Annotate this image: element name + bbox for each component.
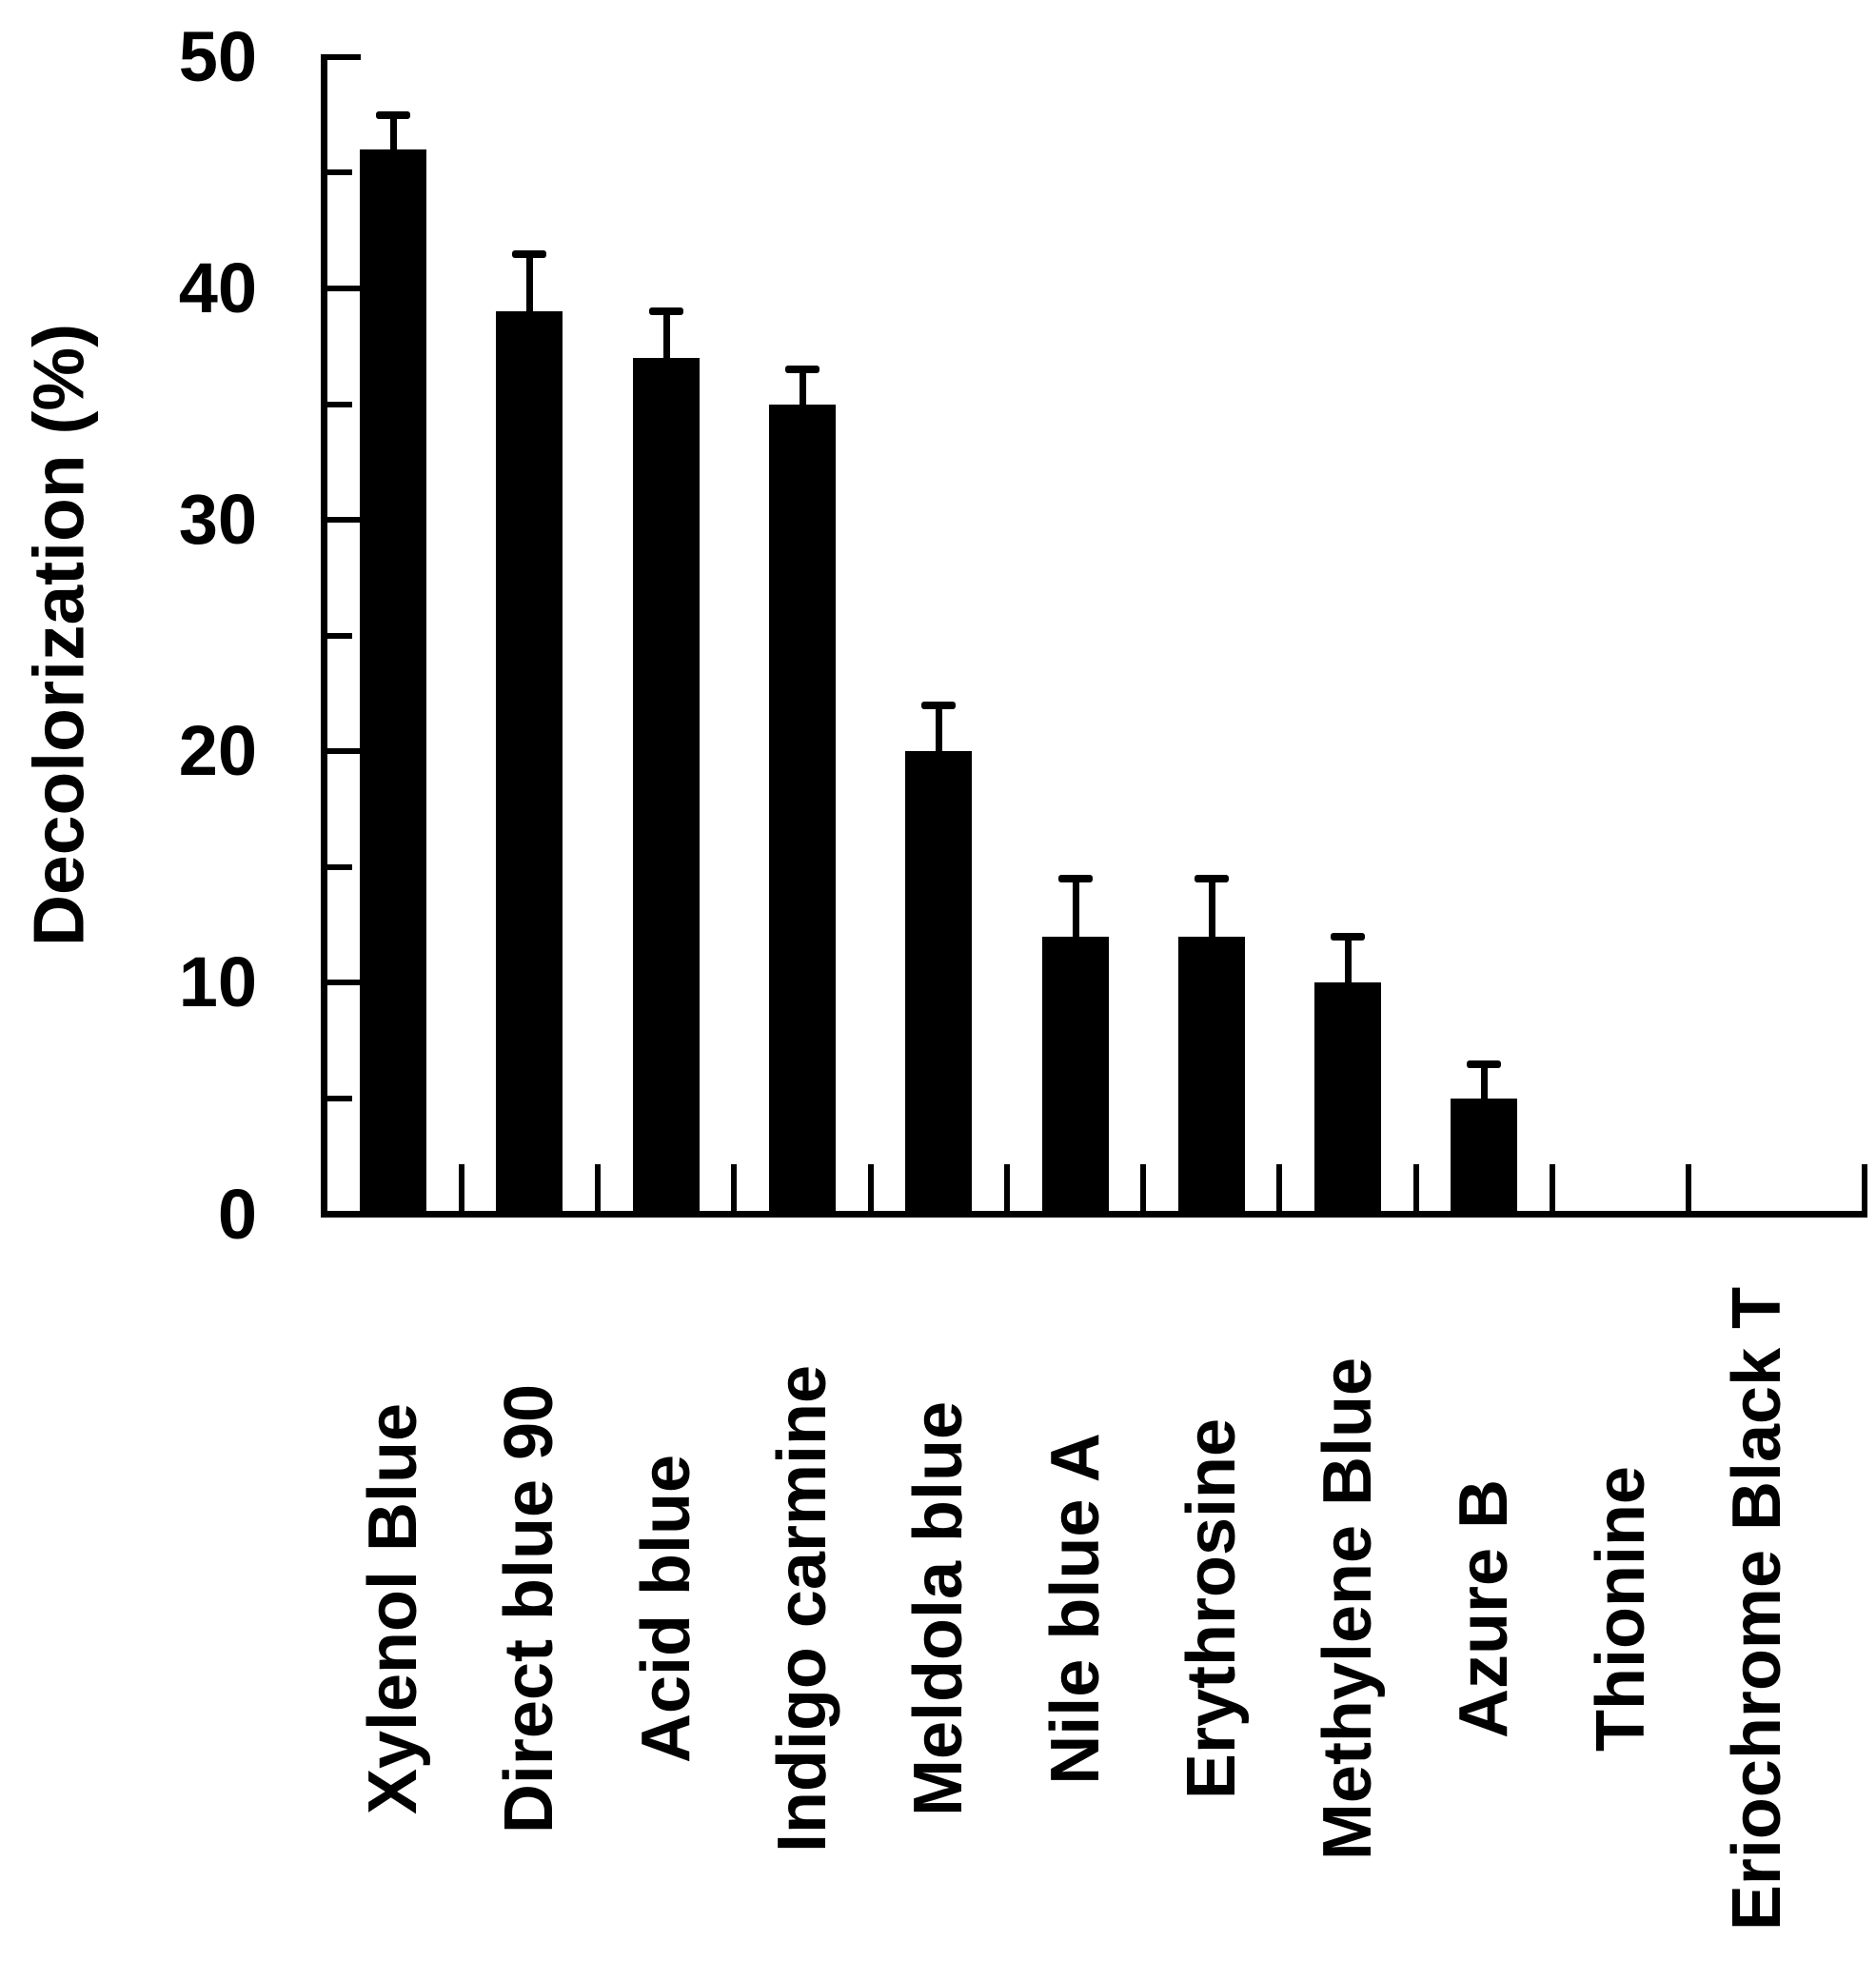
error-bar-cap [1194,875,1229,883]
y-minor-tick [326,169,352,176]
bar [1177,936,1245,1218]
y-minor-tick [326,632,352,639]
bar [360,149,426,1218]
bar [1041,936,1109,1218]
x-tick [867,1163,874,1215]
y-minor-tick [326,401,352,407]
x-tick [731,1163,738,1215]
bar [1314,982,1382,1218]
bar [1451,1099,1518,1218]
error-bar-cap [1467,1060,1502,1068]
y-major-tick [326,980,361,986]
error-bar-stem [662,311,670,360]
x-tick [1276,1163,1283,1215]
error-bar-cap [1331,932,1366,941]
y-major-tick [326,286,361,292]
bar [905,751,973,1218]
x-tick [1412,1163,1419,1215]
error-bar-cap [921,701,957,709]
x-tick [1003,1163,1010,1215]
x-category-label: Methylene Blue [1310,1357,1387,1861]
y-major-tick [326,748,361,755]
y-tick-label: 50 [178,16,257,96]
x-category-label: Erythrosine [1173,1417,1250,1800]
error-bar-stem [936,704,943,754]
y-tick-label: 0 [217,1174,257,1254]
error-bar-stem [390,114,397,152]
error-bar-cap [648,307,683,316]
y-tick-label: 10 [178,942,257,1022]
y-minor-tick [326,863,352,870]
x-category-label: Direct blue 90 [491,1383,568,1834]
y-major-tick [326,517,361,524]
error-bar-cap [512,249,547,258]
y-tick-label: 40 [178,248,257,328]
error-bar-stem [526,253,534,314]
x-tick [1140,1163,1147,1215]
y-minor-tick [326,1096,352,1102]
x-category-label: Indigo carmine [763,1364,840,1853]
y-axis-line [320,53,327,1218]
error-bar-stem [1345,936,1353,985]
x-tick [1686,1163,1692,1215]
bar [496,311,563,1218]
x-axis-end-tick [1862,1163,1867,1215]
error-bar-stem [1072,879,1079,939]
x-category-label: Nile blue A [1037,1433,1114,1785]
x-category-label: Azure B [1446,1478,1523,1739]
x-category-label: Xylenol Blue [355,1402,431,1815]
y-tick-label: 20 [178,711,257,791]
x-category-label: Acid blue [627,1454,704,1764]
error-bar-stem [1481,1063,1489,1101]
y-tick-label: 30 [178,480,257,560]
y-major-tick [326,53,361,60]
x-tick [594,1163,601,1215]
error-bar-stem [1208,879,1215,939]
error-bar-stem [799,369,806,406]
bar [768,404,836,1218]
error-bar-cap [1057,875,1093,883]
error-bar-cap [784,366,820,374]
error-bar-cap [376,110,410,119]
x-category-label: Meldola blue [900,1400,977,1817]
x-category-label: Eriochrome Black T [1719,1286,1795,1931]
x-category-label: Thionine [1582,1466,1659,1752]
x-tick [1550,1163,1556,1215]
x-tick [458,1163,464,1215]
bar [632,357,700,1218]
